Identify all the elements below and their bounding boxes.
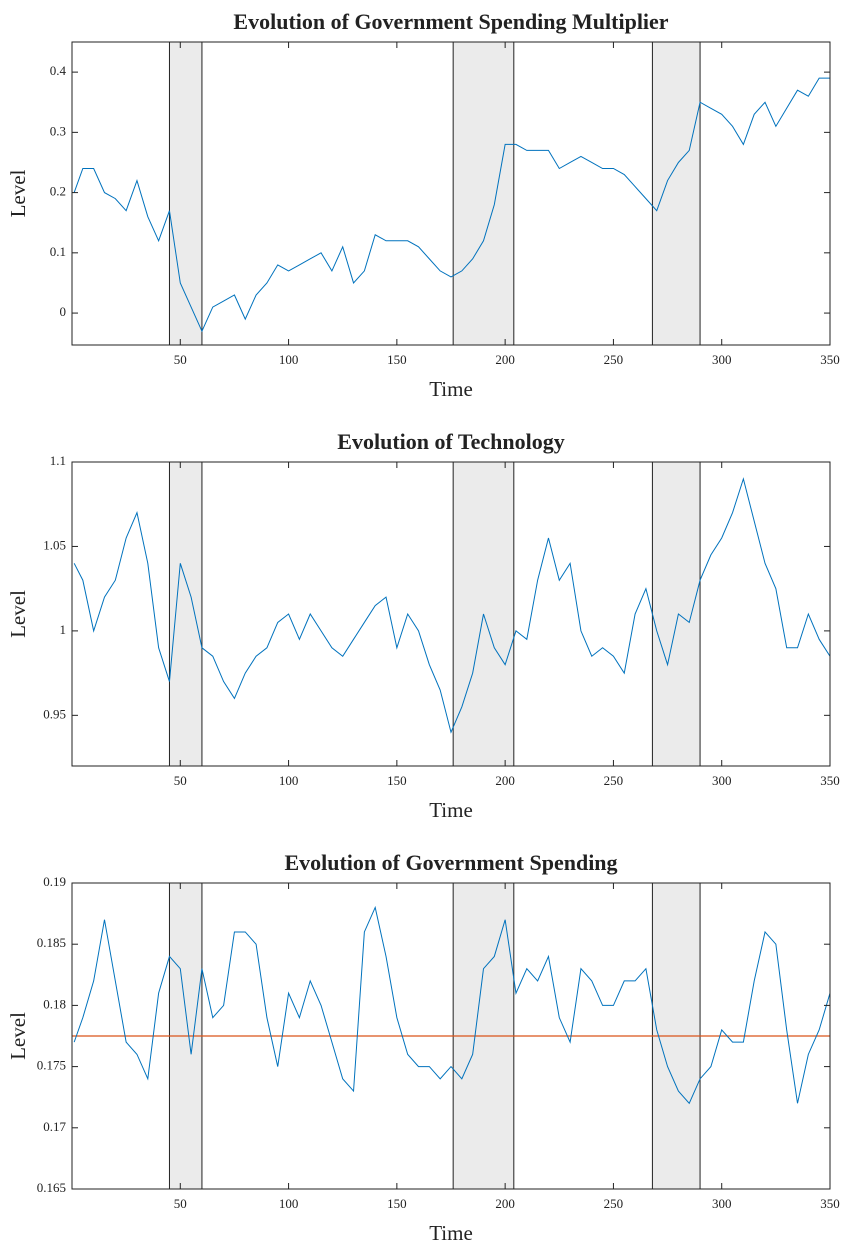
y-tick-label: 1.1 (50, 453, 66, 468)
chart-title: Evolution of Government Spending (284, 850, 617, 875)
y-axis-label: Level (6, 1012, 30, 1060)
x-tick-label: 300 (712, 352, 732, 367)
x-axis-label: Time (429, 1221, 473, 1245)
x-tick-label: 50 (174, 352, 187, 367)
y-tick-label: 0.1 (50, 244, 66, 259)
x-axis-label: Time (429, 798, 473, 822)
shaded-region (651, 461, 701, 767)
y-tick-label: 0.165 (37, 1180, 66, 1195)
x-tick-label: 350 (820, 773, 840, 788)
x-tick-label: 300 (712, 1196, 732, 1211)
chart-title: Evolution of Government Spending Multipl… (233, 9, 668, 34)
y-axis-label: Level (6, 169, 30, 217)
x-tick-label: 50 (174, 1196, 187, 1211)
y-axis-label: Level (6, 590, 30, 638)
y-tick-label: 1.05 (43, 537, 66, 552)
shaded-region (168, 461, 203, 767)
y-tick-label: 0.4 (50, 63, 67, 78)
y-tick-label: 0.95 (43, 706, 66, 721)
y-tick-label: 0.2 (50, 184, 66, 199)
x-tick-label: 50 (174, 773, 187, 788)
y-tick-label: 1 (60, 622, 67, 637)
x-tick-label: 350 (820, 352, 840, 367)
y-tick-label: 0.185 (37, 935, 66, 950)
x-tick-label: 100 (279, 352, 299, 367)
shaded-region (452, 41, 515, 346)
x-tick-label: 150 (387, 352, 407, 367)
x-tick-label: 200 (495, 773, 515, 788)
x-tick-label: 250 (604, 352, 624, 367)
y-tick-label: 0.17 (43, 1119, 66, 1134)
axes-box (71, 461, 831, 767)
y-tick-label: 0.19 (43, 874, 66, 889)
x-tick-label: 200 (495, 1196, 515, 1211)
data-line (73, 905, 831, 1105)
axes-box (71, 41, 831, 346)
y-tick-label: 0 (60, 304, 67, 319)
x-tick-label: 150 (387, 1196, 407, 1211)
x-tick-label: 150 (387, 773, 407, 788)
x-tick-label: 200 (495, 352, 515, 367)
shaded-region (168, 41, 203, 346)
shaded-region (651, 41, 701, 346)
data-line (73, 477, 831, 734)
x-tick-label: 300 (712, 773, 732, 788)
data-line (73, 77, 830, 333)
y-tick-label: 0.175 (37, 1058, 66, 1073)
x-tick-label: 250 (604, 1196, 624, 1211)
x-tick-label: 100 (279, 773, 299, 788)
x-tick-label: 100 (279, 1196, 299, 1211)
x-axis-label: Time (429, 377, 473, 401)
axes-box (71, 882, 831, 1190)
chart-title: Evolution of Technology (337, 429, 564, 454)
y-tick-label: 0.18 (43, 996, 66, 1011)
x-tick-label: 250 (604, 773, 624, 788)
y-tick-label: 0.3 (50, 123, 66, 138)
x-tick-label: 350 (820, 1196, 840, 1211)
